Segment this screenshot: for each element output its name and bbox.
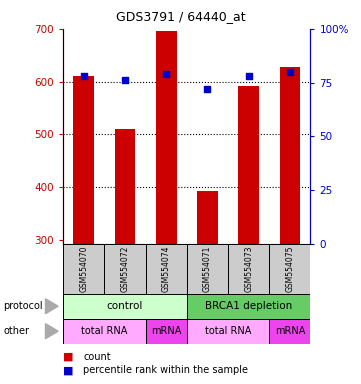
Bar: [197, 191, 218, 244]
Point: [163, 71, 169, 77]
Text: percentile rank within the sample: percentile rank within the sample: [83, 366, 248, 376]
Bar: [115, 129, 135, 244]
Bar: [74, 76, 94, 244]
Bar: [104, 244, 145, 294]
Text: GSM554071: GSM554071: [203, 246, 212, 292]
Text: GSM554075: GSM554075: [285, 245, 294, 292]
Text: GSM554072: GSM554072: [121, 246, 130, 292]
Text: control: control: [107, 301, 143, 311]
Text: ■: ■: [63, 352, 74, 362]
Text: GSM554074: GSM554074: [162, 245, 171, 292]
Bar: [238, 86, 259, 244]
Bar: [156, 31, 177, 244]
Text: GSM554073: GSM554073: [244, 245, 253, 292]
Text: protocol: protocol: [4, 301, 43, 311]
Point: [205, 86, 210, 92]
Text: ■: ■: [63, 366, 74, 376]
Bar: [269, 319, 310, 344]
Text: mRNA: mRNA: [151, 326, 181, 336]
Bar: [187, 244, 228, 294]
Bar: [145, 244, 187, 294]
Point: [287, 69, 293, 75]
Bar: [228, 244, 269, 294]
Bar: [145, 319, 187, 344]
Bar: [63, 244, 104, 294]
Bar: [63, 319, 145, 344]
Point: [81, 73, 87, 79]
Bar: [63, 294, 187, 319]
Bar: [279, 67, 300, 244]
Text: total RNA: total RNA: [81, 326, 127, 336]
Point: [246, 73, 252, 79]
Bar: [187, 294, 310, 319]
Bar: [187, 319, 269, 344]
Polygon shape: [45, 324, 58, 339]
Text: BRCA1 depletion: BRCA1 depletion: [205, 301, 292, 311]
Text: other: other: [4, 326, 30, 336]
Polygon shape: [45, 299, 58, 314]
Text: mRNA: mRNA: [275, 326, 305, 336]
Text: total RNA: total RNA: [205, 326, 251, 336]
Text: count: count: [83, 352, 111, 362]
Bar: [269, 244, 310, 294]
Point: [122, 77, 128, 83]
Text: GSM554070: GSM554070: [79, 245, 88, 292]
Text: GDS3791 / 64440_at: GDS3791 / 64440_at: [116, 10, 245, 23]
